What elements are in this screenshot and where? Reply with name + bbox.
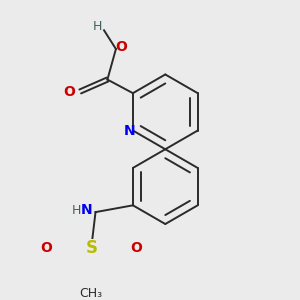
Text: S: S bbox=[85, 239, 97, 257]
Text: H: H bbox=[72, 204, 82, 217]
Text: O: O bbox=[130, 241, 142, 255]
Text: N: N bbox=[81, 203, 93, 218]
Text: CH₃: CH₃ bbox=[80, 287, 103, 300]
Text: H: H bbox=[92, 20, 102, 33]
Text: O: O bbox=[40, 241, 52, 255]
Text: N: N bbox=[124, 124, 135, 138]
Text: O: O bbox=[115, 40, 127, 54]
Text: O: O bbox=[63, 85, 75, 99]
